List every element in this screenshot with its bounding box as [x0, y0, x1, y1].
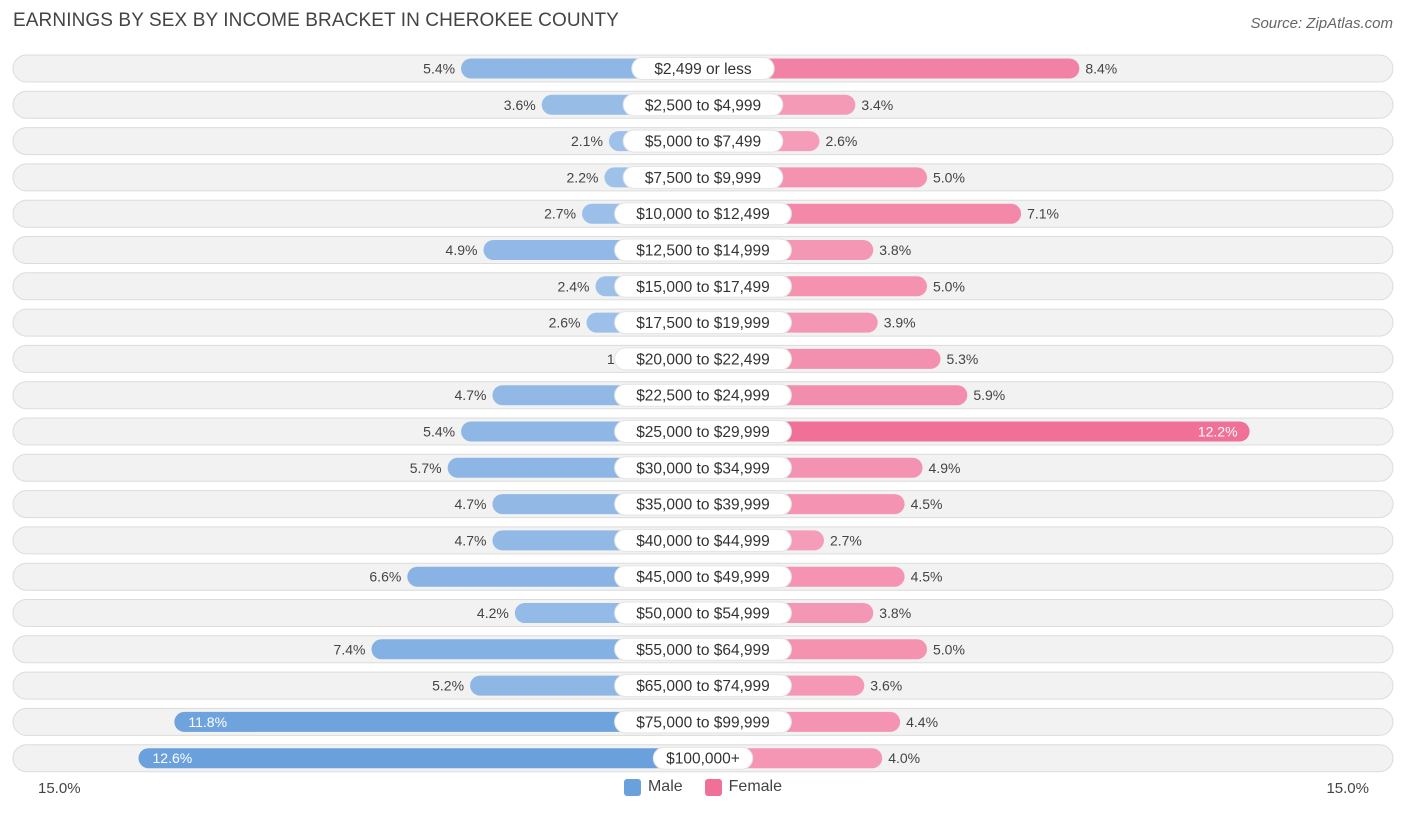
value-label-female: 12.2%	[1198, 424, 1238, 440]
category-pill	[622, 93, 784, 117]
source-label: Source: ZipAtlas.com	[1250, 15, 1393, 32]
value-label-male: 2.1%	[571, 133, 603, 149]
category-label: $25,000 to $29,999	[636, 424, 770, 441]
bar-male	[138, 748, 703, 769]
value-label-male: 4.7%	[455, 532, 487, 548]
value-label-female: 2.6%	[825, 133, 857, 149]
category-pill	[614, 456, 792, 480]
value-label-male: 6.6%	[369, 569, 401, 585]
category-label: $22,500 to $24,999	[636, 388, 770, 405]
bar-male	[174, 711, 704, 732]
value-label-male: 4.7%	[455, 496, 487, 512]
value-label-female: 3.8%	[879, 605, 911, 621]
value-label-male: 2.6%	[549, 315, 581, 331]
category-label: $35,000 to $39,999	[636, 497, 770, 514]
axis-label-left: 15.0%	[38, 780, 81, 797]
value-label-female: 5.0%	[933, 641, 965, 657]
category-label: $17,500 to $19,999	[636, 315, 770, 332]
category-label: $2,499 or less	[654, 61, 752, 78]
value-label-male: 2.4%	[558, 278, 590, 294]
value-label-female: 3.8%	[879, 242, 911, 258]
legend-item-male[interactable]: Male	[623, 778, 683, 796]
category-pill	[614, 274, 792, 298]
category-pill	[614, 674, 792, 698]
category-label: $75,000 to $99,999	[636, 714, 770, 731]
category-pill	[614, 528, 792, 552]
category-pill	[614, 565, 792, 589]
value-label-female: 5.9%	[973, 387, 1005, 403]
category-pill	[614, 492, 792, 516]
category-pill	[614, 347, 792, 371]
value-label-male: 12.6%	[153, 750, 193, 766]
value-label-female: 5.0%	[933, 169, 965, 185]
category-pill	[614, 238, 792, 262]
value-label-female: 3.4%	[861, 97, 893, 113]
value-label-male: 3.6%	[504, 97, 536, 113]
value-label-male: 4.2%	[477, 605, 509, 621]
value-label-male: 4.7%	[455, 387, 487, 403]
category-pill	[652, 746, 754, 770]
category-pill	[631, 57, 775, 80]
value-label-male: 5.7%	[410, 460, 442, 476]
category-label: $20,000 to $22,499	[636, 351, 770, 368]
legend-item-female[interactable]: Female	[704, 778, 783, 796]
chart-title: EARNINGS BY SEX BY INCOME BRACKET IN CHE…	[13, 10, 619, 31]
category-label: $7,500 to $9,999	[645, 170, 761, 187]
category-pill	[614, 637, 792, 661]
category-pill	[614, 311, 792, 335]
bar-female	[703, 421, 1250, 442]
axis-label-right: 15.0%	[1326, 780, 1369, 797]
legend-label-male: Male	[647, 778, 683, 795]
legend-label-female: Female	[728, 778, 783, 795]
value-label-female: 4.0%	[888, 750, 920, 766]
category-label: $50,000 to $54,999	[636, 606, 770, 623]
value-label-female: 4.5%	[911, 496, 943, 512]
value-label-female: 5.3%	[946, 351, 978, 367]
value-label-male: 11.8%	[188, 714, 227, 730]
legend: Male Female	[0, 778, 1406, 796]
category-pill	[622, 129, 784, 153]
value-label-female: 4.9%	[929, 460, 961, 476]
category-label: $12,500 to $14,999	[636, 243, 770, 260]
value-label-male: 2.7%	[544, 206, 576, 222]
value-label-female: 7.1%	[1027, 206, 1059, 222]
category-label: $40,000 to $44,999	[636, 533, 770, 550]
category-label: $100,000+	[666, 751, 740, 768]
value-label-male: 2.2%	[567, 169, 599, 185]
category-label: $2,500 to $4,999	[645, 97, 761, 114]
value-label-male: 7.4%	[334, 641, 366, 657]
value-label-male: 5.4%	[423, 61, 455, 77]
value-label-male: 5.4%	[423, 424, 455, 440]
category-pill	[614, 202, 792, 226]
value-label-female: 2.7%	[830, 532, 862, 548]
category-pill	[622, 165, 784, 189]
category-pill	[614, 601, 792, 625]
category-label: $55,000 to $64,999	[636, 642, 770, 659]
value-label-female: 4.5%	[911, 569, 943, 585]
value-label-female: 8.4%	[1085, 61, 1117, 77]
category-label: $45,000 to $49,999	[636, 569, 770, 586]
category-pill	[614, 710, 792, 734]
category-label: $30,000 to $34,999	[636, 460, 770, 477]
legend-swatch-female	[704, 778, 722, 796]
category-label: $15,000 to $17,499	[636, 279, 770, 296]
value-label-female: 3.6%	[870, 678, 902, 694]
legend-swatch-male	[623, 778, 641, 796]
bar-female	[703, 58, 1080, 79]
category-label: $10,000 to $12,499	[636, 206, 770, 223]
value-label-female: 3.9%	[884, 315, 916, 331]
category-pill	[614, 383, 792, 407]
value-label-female: 5.0%	[933, 278, 965, 294]
category-label: $5,000 to $7,499	[645, 134, 761, 151]
category-pill	[614, 420, 792, 443]
value-label-female: 4.4%	[906, 714, 938, 730]
value-label-male: 5.2%	[432, 678, 464, 694]
category-label: $65,000 to $74,999	[636, 678, 770, 695]
value-label-male: 4.9%	[446, 242, 478, 258]
